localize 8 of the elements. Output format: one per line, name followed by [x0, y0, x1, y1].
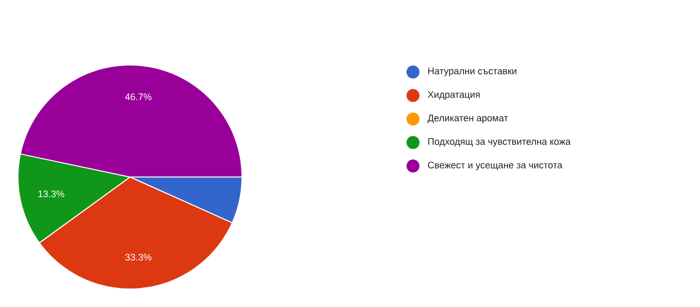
legend-label: Деликатен аромат [428, 114, 508, 124]
legend-label: Свежест и усещане за чистота [428, 162, 562, 170]
data-label: 46.7% [125, 93, 152, 100]
legend-label: Подходящ за чувствителна кожа [428, 138, 571, 147]
legend-label: Натурални съставки [428, 68, 516, 76]
data-label: 33.3% [125, 254, 152, 261]
legend-label: Хидратация [428, 91, 480, 100]
data-label: 13.3% [38, 190, 64, 198]
